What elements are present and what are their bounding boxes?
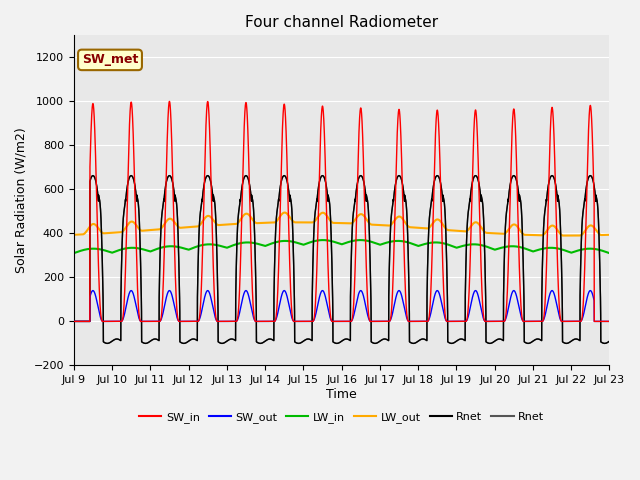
Rnet	[97, 212, 105, 218]
Rnet	[529, 338, 537, 344]
LW_in	[70, 250, 77, 256]
SW_out	[97, 315, 105, 321]
Line: LW_in: LW_in	[74, 240, 609, 253]
Title: Four channel Radiometer: Four channel Radiometer	[245, 15, 438, 30]
SW_in	[323, 218, 331, 224]
LW_out	[70, 232, 77, 238]
Line: Rnet: Rnet	[74, 176, 609, 343]
SW_in	[70, 319, 77, 324]
Line: SW_out: SW_out	[74, 290, 609, 322]
LW_out	[529, 232, 537, 238]
SW_out	[89, 288, 97, 293]
Line: Rnet: Rnet	[74, 176, 609, 343]
SW_out	[499, 319, 507, 324]
Rnet	[89, 173, 97, 179]
LW_in	[198, 242, 206, 248]
Line: SW_in: SW_in	[74, 101, 609, 322]
SW_out	[70, 319, 77, 324]
SW_out	[323, 300, 331, 306]
Rnet	[323, 186, 331, 192]
Rnet	[499, 337, 507, 343]
LW_out	[605, 232, 613, 238]
LW_out	[281, 210, 289, 216]
LW_in	[152, 246, 160, 252]
SW_in	[529, 319, 537, 324]
SW_in	[97, 312, 105, 318]
Y-axis label: Solar Radiation (W/m2): Solar Radiation (W/m2)	[15, 128, 28, 273]
LW_in	[323, 238, 331, 243]
SW_in	[605, 319, 613, 324]
Rnet	[323, 186, 331, 192]
LW_out	[152, 227, 160, 232]
Rnet	[198, 198, 206, 204]
Rnet	[198, 198, 206, 204]
LW_out	[499, 231, 507, 237]
Rnet	[605, 338, 613, 344]
LW_out	[323, 213, 331, 218]
LW_out	[97, 228, 105, 234]
LW_in	[97, 247, 105, 252]
SW_in	[198, 261, 206, 267]
Rnet	[152, 336, 160, 342]
SW_out	[198, 306, 206, 312]
Rnet	[97, 212, 105, 218]
Rnet	[529, 338, 537, 344]
Rnet	[70, 319, 77, 324]
SW_out	[152, 319, 160, 324]
Text: SW_met: SW_met	[82, 53, 138, 66]
LW_in	[529, 249, 537, 254]
LW_out	[563, 233, 571, 239]
Rnet	[601, 340, 609, 346]
Line: LW_out: LW_out	[74, 213, 609, 236]
Rnet	[601, 340, 609, 346]
Rnet	[152, 336, 160, 342]
SW_in	[152, 319, 160, 324]
SW_out	[529, 319, 537, 324]
SW_in	[166, 98, 173, 104]
SW_out	[605, 319, 613, 324]
LW_in	[605, 250, 613, 256]
Rnet	[70, 319, 77, 324]
LW_in	[319, 237, 326, 243]
LW_out	[198, 219, 206, 225]
Legend: SW_in, SW_out, LW_in, LW_out, Rnet, Rnet: SW_in, SW_out, LW_in, LW_out, Rnet, Rnet	[134, 407, 548, 427]
Rnet	[89, 173, 97, 179]
LW_in	[499, 244, 507, 250]
Rnet	[605, 338, 613, 344]
X-axis label: Time: Time	[326, 388, 357, 401]
Rnet	[499, 337, 507, 343]
SW_in	[499, 319, 507, 324]
